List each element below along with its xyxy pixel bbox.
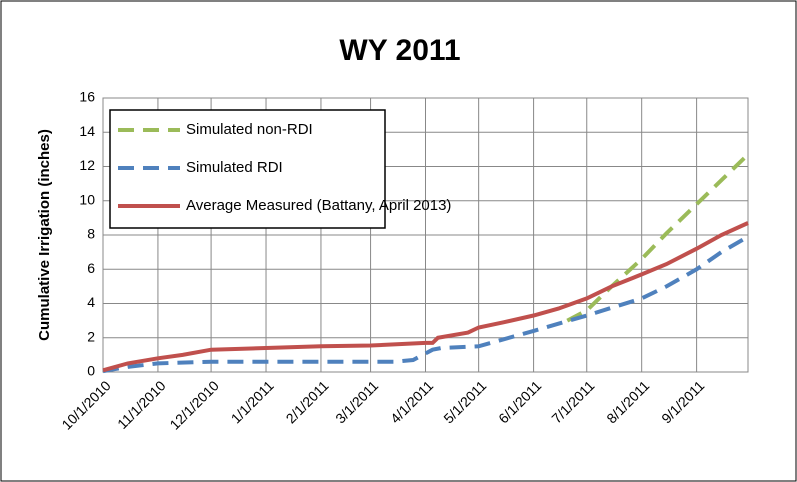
y-tick-label: 0 xyxy=(87,363,95,379)
plot-border xyxy=(102,97,749,373)
series-line xyxy=(102,221,749,373)
legend-label: Simulated non-RDI xyxy=(186,121,313,138)
y-tick-label: 2 xyxy=(87,328,95,344)
y-tick-label: 10 xyxy=(79,191,95,207)
y-tick-label: 14 xyxy=(79,123,95,139)
y-tick-label: 16 xyxy=(79,89,95,105)
y-tick-label: 6 xyxy=(87,260,95,276)
series-line xyxy=(566,153,750,323)
y-tick-label: 4 xyxy=(87,294,95,310)
chart-title: WY 2011 xyxy=(339,34,460,67)
legend-label: Simulated RDI xyxy=(186,159,283,176)
y-tick-label: 8 xyxy=(87,226,95,242)
y-axis-label: Cumulative Irrigation (inches) xyxy=(36,129,53,341)
series-line xyxy=(102,234,750,374)
legend-label: Average Measured (Battany, April 2013) xyxy=(186,197,451,214)
y-tick-label: 12 xyxy=(79,157,95,173)
